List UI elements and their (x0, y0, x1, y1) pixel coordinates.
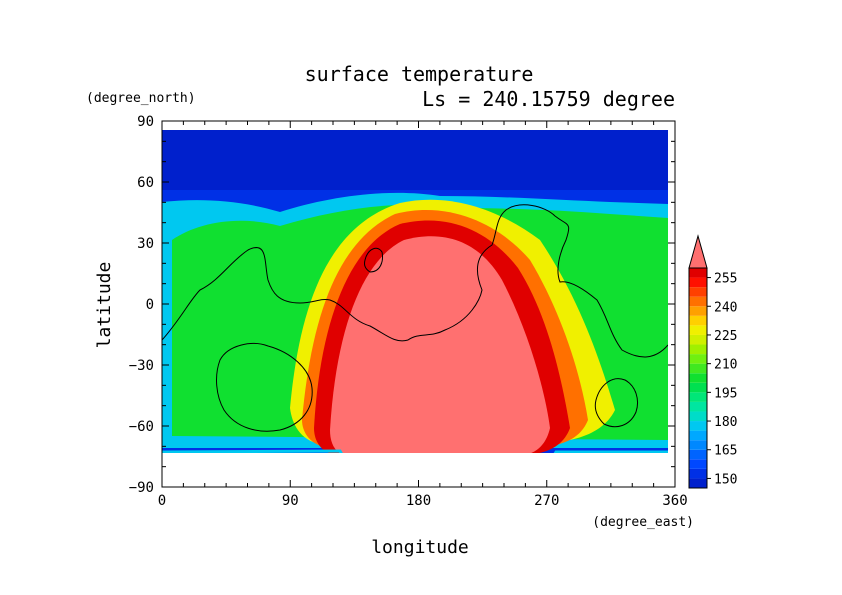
colorbar-swatch (689, 373, 707, 383)
colorbar-label: 195 (714, 386, 737, 401)
field-polar-south (162, 456, 668, 466)
colorbar-swatch (689, 287, 707, 297)
contour-line (162, 204, 668, 358)
colorbar-swatch (689, 401, 707, 412)
field-south-edge (162, 449, 668, 453)
colorbar-swatch (689, 277, 707, 288)
x-tick-label: 270 (534, 493, 559, 509)
x-axis-label: longitude (371, 537, 469, 558)
y-units-label: (degree_north) (86, 91, 196, 106)
colorbar-label: 165 (714, 444, 737, 459)
colorbar-frame (688, 267, 708, 489)
temperature-field (162, 130, 668, 466)
colorbar-swatch (689, 268, 707, 278)
colorbar-label: 225 (714, 329, 737, 344)
axis-ticks (161, 120, 676, 488)
x-units-label: (degree_east) (592, 515, 694, 530)
colorbar-swatch (689, 478, 707, 488)
y-tick-label: −60 (129, 419, 154, 435)
y-tick-label: 30 (137, 236, 154, 252)
colorbar-swatch (689, 392, 707, 402)
x-tick-label: 180 (406, 493, 431, 509)
x-tick-label: 0 (158, 493, 166, 509)
colorbar-swatch (689, 325, 707, 335)
colorbar-label: 240 (714, 300, 737, 315)
colorbar-swatch (689, 306, 707, 316)
y-tick-labels: 90 60 30 0 −30 −60 −90 (129, 114, 154, 496)
colorbar-swatch (689, 363, 707, 374)
y-tick-label: 90 (137, 114, 154, 130)
colorbar-swatch (689, 315, 707, 326)
y-tick-label: 0 (146, 297, 154, 313)
colorbar-label: 180 (714, 415, 737, 430)
colorbar-swatch (689, 468, 707, 479)
colorbar-label: 150 (714, 472, 737, 487)
x-tick-label: 360 (662, 493, 687, 509)
colorbar-swatch (689, 382, 707, 393)
colorbar: 255 240 225 210 195 180 165 150 (688, 234, 737, 489)
colorbar-label: 255 (714, 272, 737, 287)
y-tick-label: −90 (129, 480, 154, 496)
contour-line (216, 343, 313, 432)
colorbar-swatch (689, 354, 707, 364)
x-tick-label: 90 (282, 493, 299, 509)
contour-line (364, 247, 383, 273)
x-tick-labels: 0 90 180 270 360 (158, 493, 688, 509)
colorbar-swatch (689, 421, 707, 431)
colorbar-swatch (689, 430, 707, 441)
field-band-hot (330, 236, 550, 453)
contour-line (594, 378, 639, 428)
colorbar-swatch (689, 344, 707, 355)
colorbar-swatch (689, 296, 707, 307)
colorbar-swatch (689, 449, 707, 460)
topography-contours (162, 204, 668, 432)
chart-subtitle: Ls = 240.15759 degree (422, 87, 675, 111)
colorbar-extension (688, 234, 708, 269)
colorbar-label: 210 (714, 358, 737, 373)
y-axis-label: latitude (94, 262, 115, 349)
field-north-polar (162, 130, 668, 190)
colorbar-swatch (689, 440, 707, 450)
colorbar-swatch (689, 459, 707, 469)
chart-title: surface temperature (305, 62, 534, 86)
colorbar-swatch (689, 411, 707, 422)
colorbar-swatch (689, 334, 707, 345)
y-tick-label: 60 (137, 175, 154, 191)
y-tick-label: −30 (129, 358, 154, 374)
